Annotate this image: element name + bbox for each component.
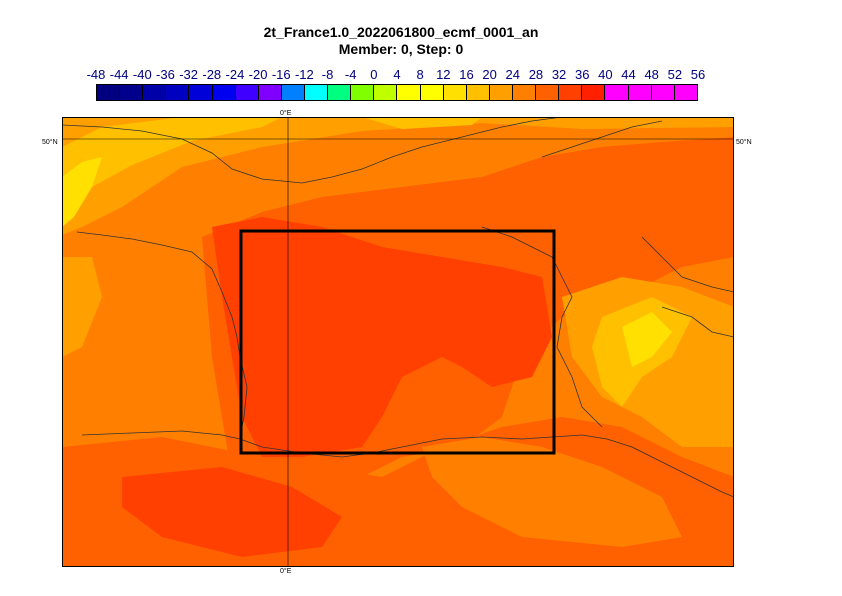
temp-band-16-20-northwest — [62, 117, 282, 217]
map-frame — [62, 117, 734, 567]
colorbar-tick-label: 28 — [528, 67, 544, 82]
colorbar-tick-label: -48 — [86, 67, 106, 82]
temp-band-20-24-atlantic — [62, 257, 102, 357]
colorbar-tick-label: 16 — [459, 67, 474, 82]
lat-label-left: 50°N — [42, 139, 58, 146]
colorbar-swatch — [582, 85, 606, 100]
colorbar-tick-label: 8 — [416, 67, 424, 82]
temp-band-16-20-north — [362, 117, 482, 129]
temp-band-24-28-mediterranean — [422, 437, 682, 547]
colorbar-tick-label: 48 — [644, 67, 659, 82]
temp-band-32-36 — [212, 217, 552, 457]
lon-label-bottom: 0°E — [280, 568, 292, 575]
colorbar-swatch — [351, 85, 375, 100]
colorbar-swatch — [651, 85, 675, 100]
colorbar-swatch — [466, 85, 490, 100]
colorbar-swatch — [235, 85, 259, 100]
colorbar-tick-label: 0 — [370, 67, 378, 82]
colorbar-tick-label: -44 — [109, 67, 129, 82]
colorbar-swatch — [605, 85, 629, 100]
coastlines — [62, 117, 734, 498]
colorbar-tick-label: 36 — [574, 67, 590, 82]
colorbar-tick-label: -16 — [271, 67, 291, 82]
lon-label-top: 0°E — [280, 110, 292, 117]
temp-band-24-28-atlantic — [62, 237, 222, 437]
colorbar-swatch — [120, 85, 144, 100]
temp-band-12-16-northwest — [62, 157, 102, 227]
temp-band-20-24-north — [62, 117, 734, 235]
colorbar-swatch — [166, 85, 190, 100]
colorbar-tick-label: -12 — [294, 67, 314, 82]
colorbar-tick-label: -8 — [321, 67, 334, 82]
colorbar-tick-label: -20 — [248, 67, 268, 82]
colorbar-tick-label: 24 — [505, 67, 520, 82]
colorbar-tick-label: -4 — [344, 67, 357, 82]
colorbar-tick-label: 52 — [667, 67, 683, 82]
colorbar-swatch — [420, 85, 444, 100]
colorbar-swatch — [559, 85, 583, 100]
colorbar-swatch — [304, 85, 329, 100]
colorbar-tick-label: 4 — [393, 67, 401, 82]
colorbar-tick-label: 56 — [690, 67, 706, 82]
colorbar-swatch — [189, 85, 213, 100]
colorbar-tick-label: -36 — [156, 67, 175, 82]
colorbar-tick-label: -28 — [202, 67, 222, 82]
colorbar-swatch — [489, 85, 513, 100]
colorbar-tick-label: 12 — [436, 67, 451, 82]
colorbar-tick-label: 40 — [598, 67, 613, 82]
colorbar-swatch — [328, 85, 352, 100]
temp-band-32-36-spain — [122, 467, 342, 557]
temp-band-12-16-alps — [622, 312, 672, 367]
colorbar-tick-label: 20 — [482, 67, 497, 82]
colorbar-swatch — [212, 85, 236, 100]
lat-label-right: 50°N — [736, 139, 752, 146]
colorbar-tick-label: -40 — [132, 67, 152, 82]
colorbar-swatch — [397, 85, 421, 100]
colorbar-tick-label: -32 — [179, 67, 199, 82]
colorbar — [96, 84, 698, 101]
colorbar-swatch — [674, 85, 697, 100]
map-title: 2t_France1.0_2022061800_ecmf_0001_an — [263, 24, 539, 40]
colorbar-swatch — [443, 85, 467, 100]
colorbar-swatch — [143, 85, 167, 100]
colorbar-tick-labels: -48 -44 -40 -36 -32 -28 -24 -20 -16 -12 -8 -4 0 4 8 12 1… — [0, 67, 842, 85]
colorbar-tick-label: 32 — [551, 67, 567, 82]
colorbar-tick-label: 44 — [621, 67, 636, 82]
colorbar-swatch — [536, 85, 560, 100]
colorbar-swatch — [97, 85, 121, 100]
colorbar-tick-label: -24 — [225, 67, 245, 82]
colorbar-swatch — [512, 85, 537, 100]
colorbar-swatch — [374, 85, 398, 100]
region-box — [239, 229, 556, 455]
map-subtitle: Member: 0, Step: 0 — [338, 41, 464, 57]
colorbar-swatch — [258, 85, 282, 100]
temperature-map — [62, 117, 734, 567]
colorbar-swatch — [628, 85, 652, 100]
colorbar-swatch — [281, 85, 305, 100]
